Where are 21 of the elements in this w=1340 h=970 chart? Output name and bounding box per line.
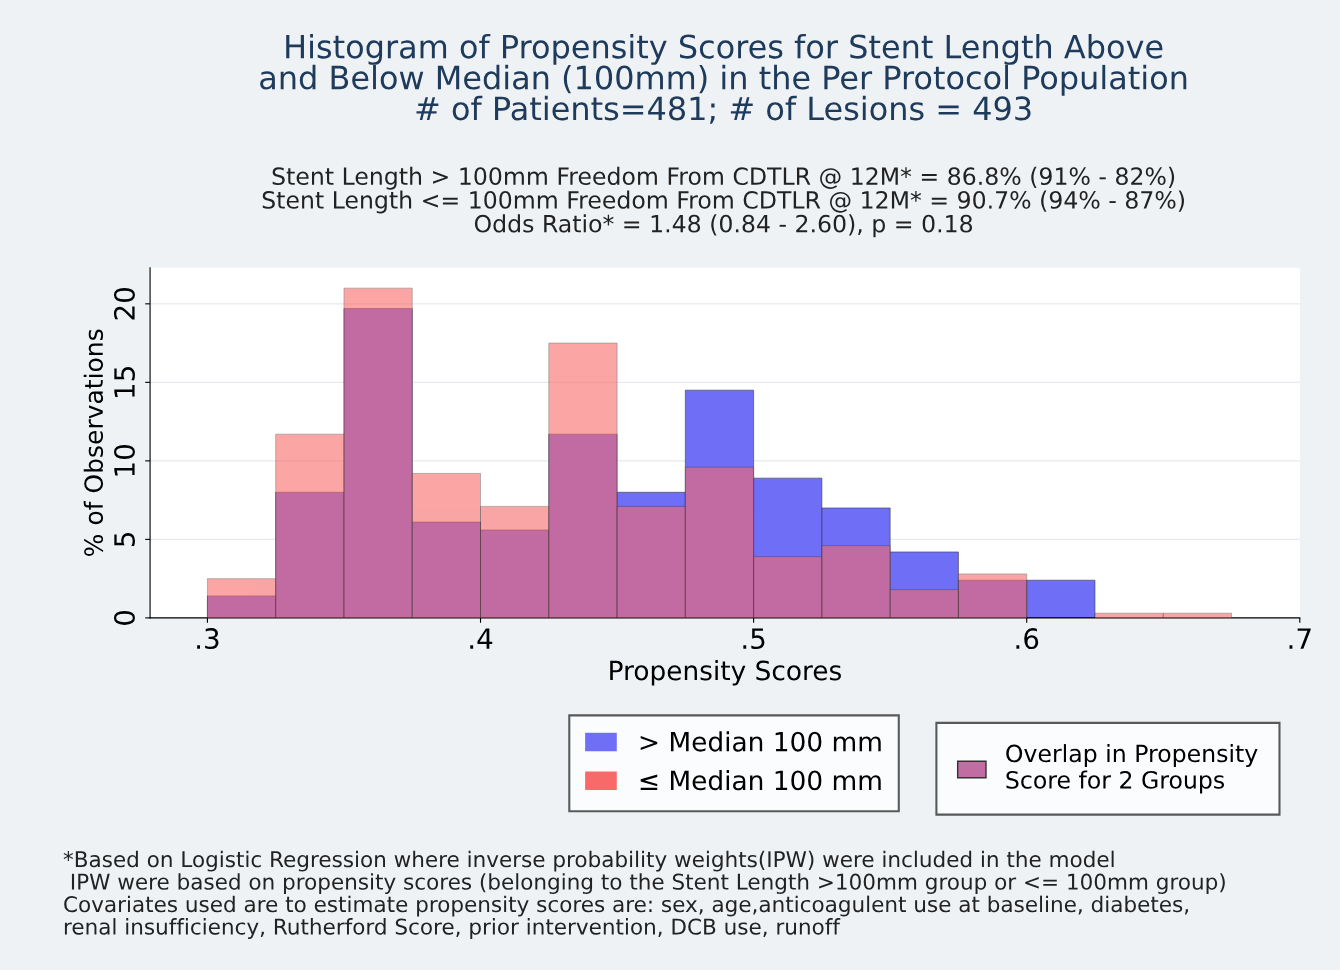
x-tick-label: .7 <box>1289 628 1311 649</box>
text: *Based on Logistic Regression where inverse probability weights(IPW) were included in the model <box>63 850 1114 872</box>
legend-label: ≤ Median 100 mm <box>640 769 881 791</box>
x-axis-title: Propensity Scores <box>610 660 841 686</box>
text: Covariates used are to estimate propensity scores are: sex, age,anticoagulent use at baseline, diabetes, <box>64 895 1188 917</box>
x-tick-label: .5 <box>743 628 765 650</box>
y-tick-label: 5 <box>114 532 135 547</box>
x-tick-label: .6 <box>1016 628 1039 650</box>
y-tick-label: 20 <box>113 288 135 320</box>
chart-title: Histogram of Propensity Scores for Stent Length Above and Below Median (100mm) in the Per Protocol Population # of Patients=481; # of Lesions = 493 <box>260 33 1187 124</box>
y-tick-label: 10 <box>113 445 135 476</box>
x-tick-label: .4 <box>470 628 493 649</box>
x-tick-label: .3 <box>197 628 219 650</box>
text: renal insufficiency, Rutherford Score, prior intervention, DCB use, runoff <box>64 918 841 939</box>
y-tick-label: 0 <box>113 610 135 625</box>
text: IPW were based on propensity scores (belonging to the Stent Length >100mm group or <= 100mm group) <box>71 873 1225 894</box>
y-axis-title: % of Observations <box>83 329 104 556</box>
legend-label: > Median 100 mm <box>640 731 881 752</box>
text: Overlap in Propensity Score for 2 Groups <box>1006 744 1258 794</box>
chart-subtitle: Stent Length > 100mm Freedom From CDTLR @ 12M* = 86.8% (91% - 82%) Stent Length <= 100mm Freedom From CDTLR @ 12M* = 90.7% (94% - 87%) Odds Ratio* = 1.48 (0.84 - 2.60), p = 0.18 <box>262 166 1184 238</box>
y-tick-label: 15 <box>114 367 135 397</box>
